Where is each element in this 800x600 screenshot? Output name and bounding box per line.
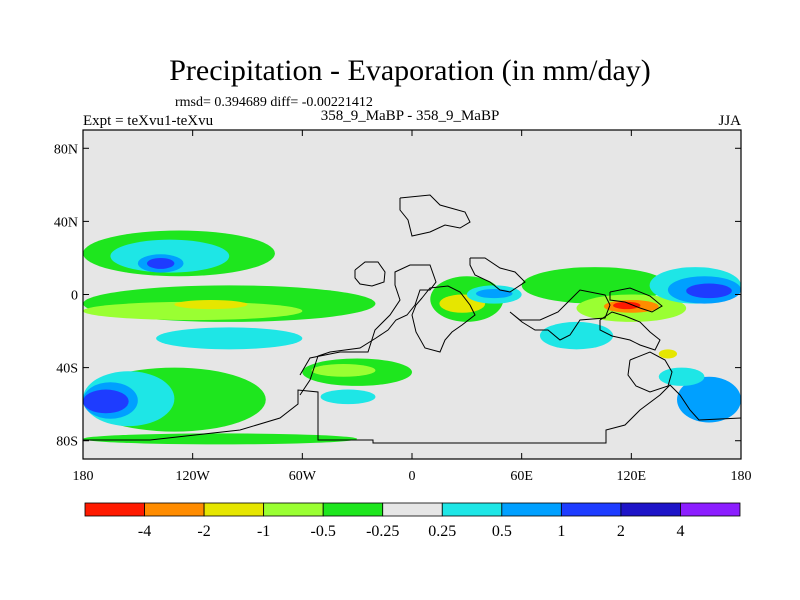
region-eq-pacific-lime <box>83 301 303 321</box>
period-label: 358_9_MaBP - 358_9_MaBP <box>321 108 500 124</box>
region-s-pacific-yellow <box>658 349 678 359</box>
coastlines <box>83 194 742 444</box>
colorbar-label-4: -0.25 <box>366 523 399 540</box>
region-s-atlantic-lime <box>311 363 376 377</box>
lat-tick-label-2: 0 <box>71 289 78 304</box>
lat-tick-label-4: 80S <box>56 435 78 450</box>
lon-tick-label-5: 120E <box>617 469 647 484</box>
colorbar-swatch-6 <box>441 502 503 517</box>
region-s-pacific-blue <box>677 376 742 423</box>
colorbar-swatch-7 <box>501 502 562 517</box>
lat-axis: 80N 40N 0 40S 80S <box>54 142 741 450</box>
coastline-africa <box>411 285 476 353</box>
colorbar-swatch-2 <box>203 502 265 517</box>
coastline-india-sea <box>509 289 611 341</box>
colorbar-label-8: 2 <box>617 523 625 540</box>
colorbar-swatch-8 <box>560 502 622 517</box>
colorbar-label-7: 1 <box>557 523 565 540</box>
lat-tick-label-3: 40S <box>56 362 78 377</box>
colorbar-label-0: -4 <box>138 523 151 540</box>
colorbar: -4 -2 -1 -0.5 -0.25 0.25 0.5 1 2 4 <box>84 502 741 540</box>
colorbar-label-1: -2 <box>197 523 210 540</box>
colorbar-swatch-10 <box>680 502 741 517</box>
lon-axis: 180 120W 60W 0 60E 120E 180 <box>73 130 752 484</box>
region-indian-cyan <box>539 321 614 350</box>
colorbar-swatch-1 <box>144 502 205 517</box>
coastline-greenland <box>354 261 386 287</box>
lon-tick-label-0: 180 <box>73 469 94 484</box>
colorbar-swatch-3 <box>263 502 324 517</box>
coastline-antarctica <box>83 384 742 444</box>
lon-tick-label-4: 60E <box>510 469 533 484</box>
coastline-maritime <box>599 311 661 351</box>
coastline-asia <box>469 257 526 293</box>
region-eq-pacific-yellow <box>174 299 248 310</box>
region-n-pacific-deep <box>146 257 175 269</box>
colorbar-label-3: -0.5 <box>311 523 336 540</box>
region-s-pacific-cyan <box>658 367 705 386</box>
colorbar-swatch-4 <box>322 502 384 517</box>
colorbar-label-2: -1 <box>257 523 270 540</box>
coastline-australia <box>627 351 673 393</box>
coastline-eurasia <box>399 194 471 237</box>
region-w-pacific-deep <box>686 283 732 299</box>
colorbar-label-6: 0.5 <box>492 523 512 540</box>
colorbar-label-5: 0.25 <box>428 523 456 540</box>
chart-title: Precipitation - Evaporation (in mm/day) <box>169 54 651 87</box>
colorbar-swatch-0 <box>84 502 145 517</box>
colorbar-label-9: 4 <box>676 523 684 540</box>
region-africa-blue <box>475 289 513 299</box>
lon-tick-label-2: 60W <box>289 469 317 484</box>
lon-tick-label-1: 120W <box>176 469 211 484</box>
lat-tick-label-0: 80N <box>54 142 78 157</box>
region-s-ocean-deep <box>83 389 129 414</box>
region-antarctic-coast-green <box>83 433 358 445</box>
coastline-east-asia <box>609 287 663 313</box>
lon-tick-label-3: 0 <box>409 469 416 484</box>
map-panel: 80N 40N 0 40S 80S 180 120W 60W 0 60E 120E 180 <box>54 129 752 484</box>
coastline-americas <box>299 264 437 396</box>
region-eq-pacific-cyan <box>156 327 303 350</box>
experiment-label: Expt = teXvu1-teXvu <box>83 113 214 129</box>
colorbar-swatch-5 <box>382 502 443 517</box>
colorbar-swatch-9 <box>620 502 681 517</box>
lat-tick-label-1: 40N <box>54 215 78 230</box>
lon-tick-label-6: 180 <box>731 469 752 484</box>
region-s-atlantic-cyan <box>320 389 376 405</box>
contour-regions <box>82 230 742 445</box>
season-label: JJA <box>718 113 741 129</box>
stats-line: rmsd= 0.394689 diff= -0.00221412 <box>175 95 373 110</box>
region-maritime-red <box>613 301 641 310</box>
